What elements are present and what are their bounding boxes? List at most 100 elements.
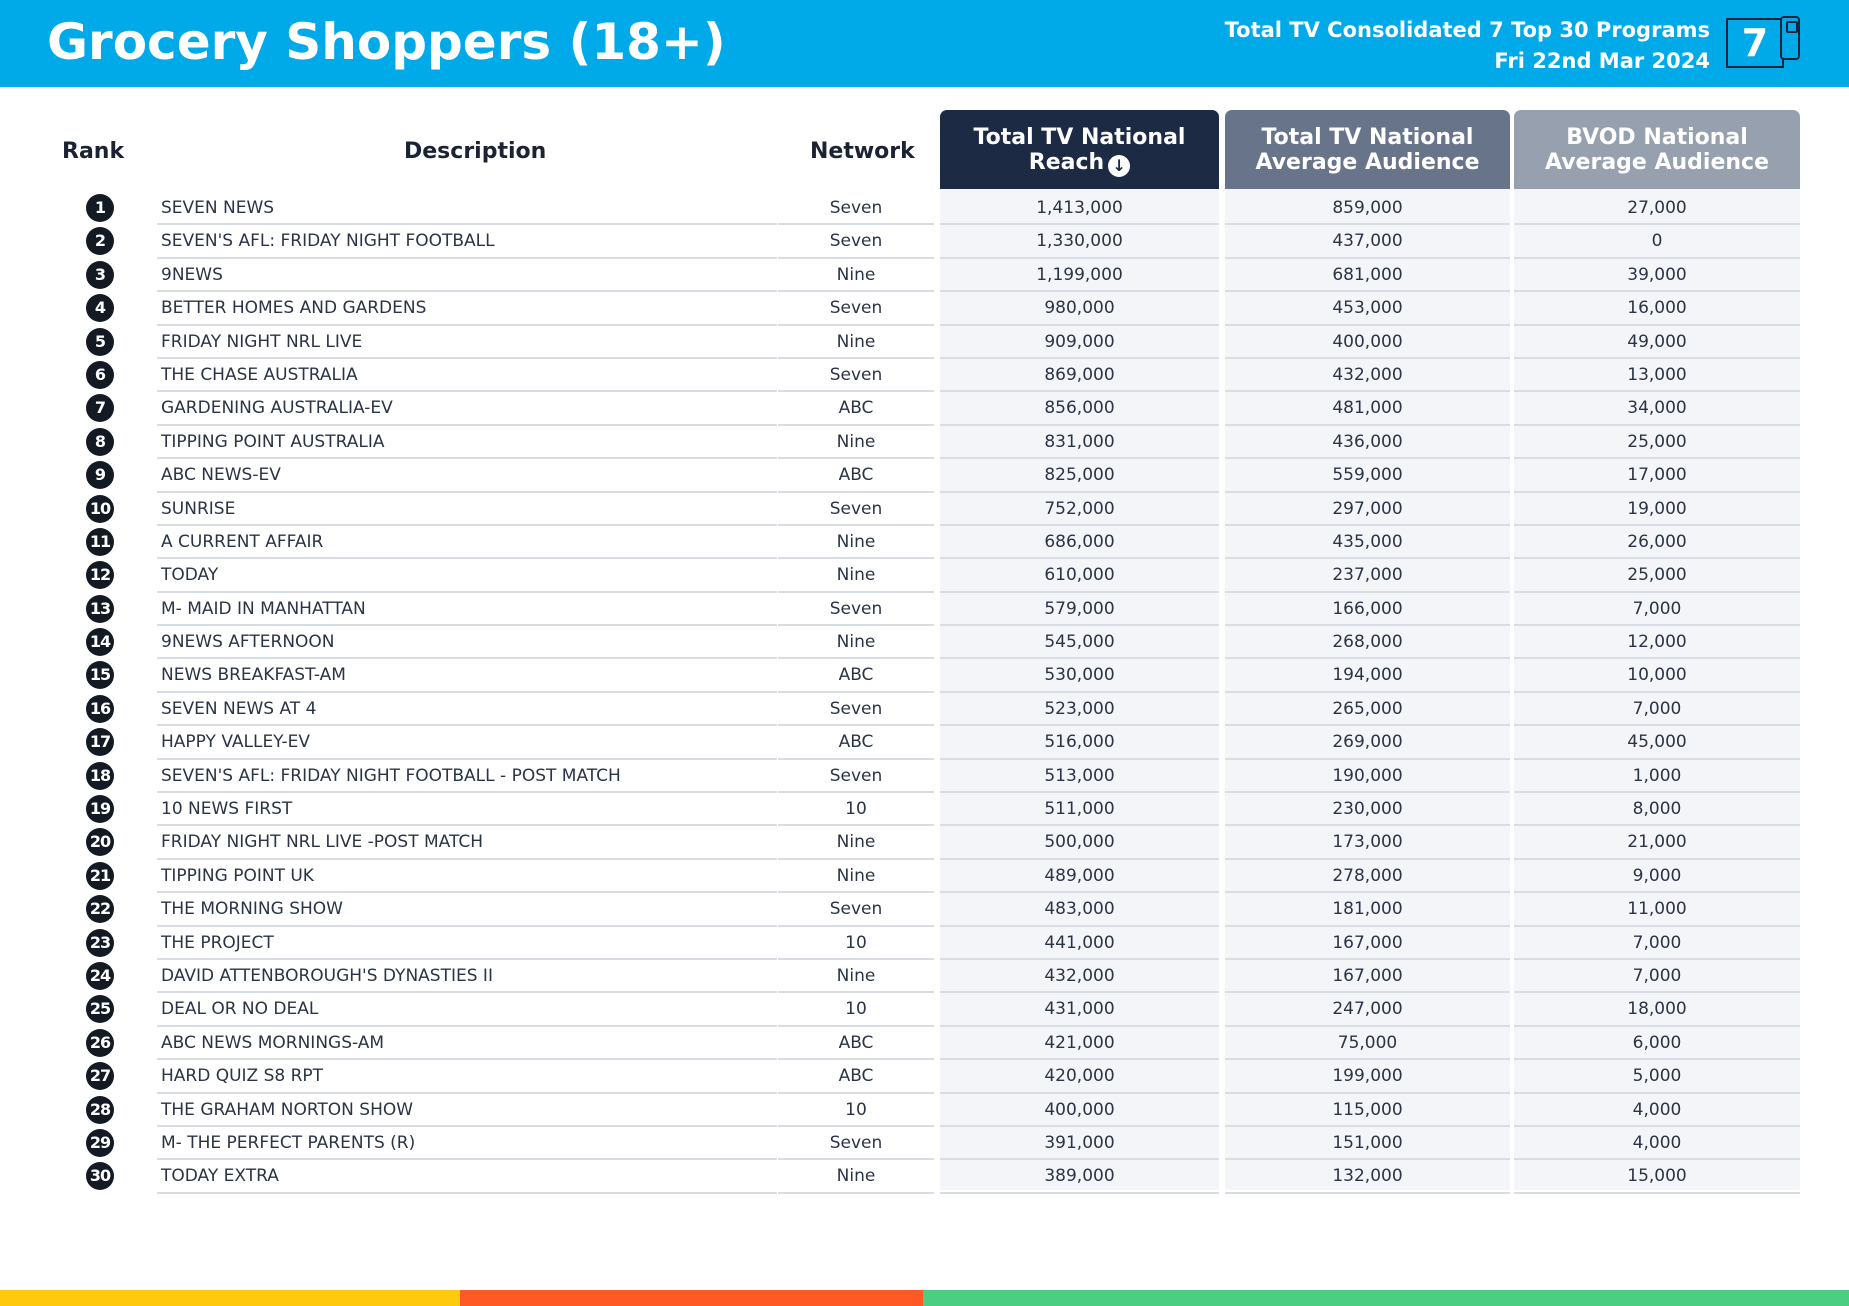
program-network: Nine: [778, 1160, 934, 1194]
program-description: THE MORNING SHOW: [157, 893, 777, 927]
program-network: Seven: [778, 1127, 934, 1161]
program-bvod-audience: 16,000: [1514, 292, 1800, 326]
table-row[interactable]: 16 SEVEN NEWS AT 4 Seven 523,000 265,000 7,00…: [0, 693, 1849, 727]
program-bvod-audience: 6,000: [1514, 1027, 1800, 1061]
table-row[interactable]: 25 DEAL OR NO DEAL 10 431,000 247,000 18,000: [0, 993, 1849, 1027]
rank-badge: 19: [86, 795, 114, 824]
program-reach: 516,000: [940, 726, 1219, 760]
rank-badge: 20: [86, 828, 114, 857]
rank-badge: 1: [86, 194, 114, 222]
program-average-audience: 181,000: [1225, 893, 1510, 927]
table-row[interactable]: 19 10 NEWS FIRST 10 511,000 230,000 8,000: [0, 793, 1849, 827]
reach-header-line2: Reach: [1028, 150, 1105, 175]
table-row[interactable]: 6 THE CHASE AUSTRALIA Seven 869,000 432,000 1…: [0, 359, 1849, 393]
rank-badge: 21: [86, 861, 114, 890]
table-row[interactable]: 8 TIPPING POINT AUSTRALIA Nine 831,000 436,0…: [0, 426, 1849, 460]
table-row[interactable]: 14 9NEWS AFTERNOON Nine 545,000 268,000 12,00…: [0, 626, 1849, 660]
program-description: SEVEN NEWS: [157, 192, 777, 226]
table-row[interactable]: 2 SEVEN'S AFL: FRIDAY NIGHT FOOTBALL Seven…: [0, 225, 1849, 259]
table-row[interactable]: 15 NEWS BREAKFAST-AM ABC 530,000 194,000 10,0…: [0, 659, 1849, 693]
program-network: Seven: [778, 693, 934, 727]
report-name: Total TV Consolidated 7 Top 30 Programs: [1224, 18, 1710, 42]
program-description: TODAY EXTRA: [157, 1160, 777, 1194]
program-average-audience: 167,000: [1225, 960, 1510, 994]
table-row[interactable]: 4 BETTER HOMES AND GARDENS Seven 980,000 453…: [0, 292, 1849, 326]
rank-badge: 17: [86, 728, 114, 757]
program-network: Seven: [778, 760, 934, 794]
report-date: Fri 22nd Mar 2024: [1494, 49, 1710, 73]
program-average-audience: 115,000: [1225, 1094, 1510, 1127]
program-average-audience: 435,000: [1225, 526, 1510, 560]
rank-badge: 9: [86, 461, 114, 490]
column-header-bvod[interactable]: BVOD National Average Audience: [1514, 110, 1800, 189]
table-row[interactable]: 10 SUNRISE Seven 752,000 297,000 19,000: [0, 493, 1849, 526]
program-reach: 825,000: [940, 459, 1219, 493]
rank-badge: 8: [86, 427, 114, 456]
table-row[interactable]: 20 FRIDAY NIGHT NRL LIVE -POST MATCH Nine 5…: [0, 826, 1849, 860]
table-row[interactable]: 21 TIPPING POINT UK Nine 489,000 278,000 9,00…: [0, 860, 1849, 894]
avg-header-line2: Average Audience: [1255, 150, 1480, 175]
table-row[interactable]: 26 ABC NEWS MORNINGS-AM ABC 421,000 75,000 6,…: [0, 1027, 1849, 1061]
table-row[interactable]: 3 9NEWS Nine 1,199,000 681,000 39,000: [0, 259, 1849, 293]
table-row[interactable]: 11 A CURRENT AFFAIR Nine 686,000 435,000 26,0…: [0, 526, 1849, 560]
program-average-audience: 453,000: [1225, 292, 1510, 326]
program-network: Nine: [778, 526, 934, 560]
column-header-description: Description: [404, 139, 547, 164]
program-bvod-audience: 7,000: [1514, 960, 1800, 994]
program-reach: 400,000: [940, 1094, 1219, 1127]
table-row[interactable]: 23 THE PROJECT 10 441,000 167,000 7,000: [0, 927, 1849, 960]
program-average-audience: 432,000: [1225, 359, 1510, 393]
program-network: Seven: [778, 192, 934, 226]
program-description: TODAY: [157, 559, 777, 593]
program-average-audience: 268,000: [1225, 626, 1510, 660]
program-reach: 441,000: [940, 927, 1219, 960]
footer-stripe-orange: [460, 1290, 923, 1306]
program-network: 10: [778, 993, 934, 1027]
arrow-down-circle-icon[interactable]: ↓: [1108, 155, 1131, 177]
logo-number: 7: [1726, 18, 1784, 68]
program-description: SEVEN NEWS AT 4: [157, 693, 777, 727]
program-reach: 420,000: [940, 1060, 1219, 1094]
table-row[interactable]: 9 ABC NEWS-EV ABC 825,000 559,000 17,000: [0, 459, 1849, 493]
program-network: Seven: [778, 359, 934, 393]
table-row[interactable]: 30 TODAY EXTRA Nine 389,000 132,000 15,000: [0, 1160, 1849, 1194]
program-average-audience: 166,000: [1225, 593, 1510, 627]
column-header-reach[interactable]: Total TV National Reach ↓: [940, 110, 1219, 189]
program-average-audience: 167,000: [1225, 927, 1510, 960]
program-reach: 500,000: [940, 826, 1219, 860]
table-row[interactable]: 13 M- MAID IN MANHATTAN Seven 579,000 166,00…: [0, 593, 1849, 627]
program-description: 9NEWS: [157, 259, 777, 293]
program-description: ABC NEWS MORNINGS-AM: [157, 1027, 777, 1061]
reach-header-line2-wrap: Reach ↓: [940, 150, 1219, 177]
program-bvod-audience: 1,000: [1514, 760, 1800, 794]
program-average-audience: 859,000: [1225, 192, 1510, 226]
program-reach: 869,000: [940, 359, 1219, 393]
program-average-audience: 436,000: [1225, 426, 1510, 460]
program-average-audience: 75,000: [1225, 1027, 1510, 1061]
table-row[interactable]: 7 GARDENING AUSTRALIA-EV ABC 856,000 481,000…: [0, 392, 1849, 426]
rank-badge: 15: [86, 661, 114, 690]
rank-badge: 12: [86, 561, 114, 590]
program-description: M- THE PERFECT PARENTS (R): [157, 1127, 777, 1161]
program-reach: 1,413,000: [940, 192, 1219, 226]
program-average-audience: 230,000: [1225, 793, 1510, 827]
column-header-average-audience[interactable]: Total TV National Average Audience: [1225, 110, 1510, 189]
table-row[interactable]: 17 HAPPY VALLEY-EV ABC 516,000 269,000 45,000: [0, 726, 1849, 760]
table-row[interactable]: 28 THE GRAHAM NORTON SHOW 10 400,000 115,000…: [0, 1094, 1849, 1127]
rank-badge: 27: [86, 1062, 114, 1091]
table-row[interactable]: 22 THE MORNING SHOW Seven 483,000 181,000 11,…: [0, 893, 1849, 927]
table-row[interactable]: 27 HARD QUIZ S8 RPT ABC 420,000 199,000 5,000: [0, 1060, 1849, 1094]
program-average-audience: 437,000: [1225, 225, 1510, 259]
program-reach: 686,000: [940, 526, 1219, 560]
table-row[interactable]: 24 DAVID ATTENBOROUGH'S DYNASTIES II Nine 4…: [0, 960, 1849, 994]
program-average-audience: 194,000: [1225, 659, 1510, 693]
table-row[interactable]: 5 FRIDAY NIGHT NRL LIVE Nine 909,000 400,000…: [0, 326, 1849, 359]
table-row[interactable]: 18 SEVEN'S AFL: FRIDAY NIGHT FOOTBALL - P…: [0, 760, 1849, 794]
table-row[interactable]: 29 M- THE PERFECT PARENTS (R) Seven 391,000…: [0, 1127, 1849, 1161]
phone-icon: [1780, 16, 1800, 60]
program-description: THE CHASE AUSTRALIA: [157, 359, 777, 393]
table-row[interactable]: 12 TODAY Nine 610,000 237,000 25,000: [0, 559, 1849, 593]
program-bvod-audience: 26,000: [1514, 526, 1800, 560]
table-row[interactable]: 1 SEVEN NEWS Seven 1,413,000 859,000 27,000: [0, 192, 1849, 226]
program-average-audience: 247,000: [1225, 993, 1510, 1027]
